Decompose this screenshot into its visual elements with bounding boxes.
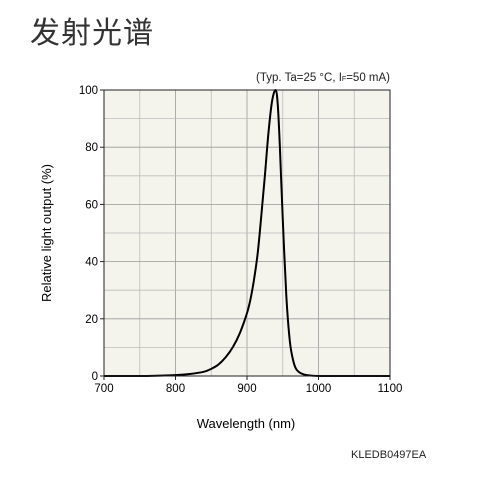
y-tick-label: 80 bbox=[85, 142, 98, 154]
x-tick-label: 800 bbox=[166, 383, 185, 395]
y-axis-ticks: 0 20 40 60 80 100 bbox=[79, 85, 104, 383]
grid-lines bbox=[104, 90, 390, 376]
conditions-suffix: =50 mA) bbox=[346, 72, 390, 84]
x-tick-label: 900 bbox=[237, 383, 256, 395]
y-tick-label: 40 bbox=[85, 257, 98, 269]
x-tick-label: 1000 bbox=[306, 383, 332, 395]
x-axis-ticks: 700 800 900 1000 1100 bbox=[94, 376, 402, 395]
conditions-subscript: F bbox=[341, 76, 347, 83]
y-tick-label: 60 bbox=[85, 199, 98, 211]
y-tick-label: 20 bbox=[85, 314, 98, 326]
page-title: 发射光谱 bbox=[30, 16, 154, 51]
x-tick-label: 700 bbox=[94, 383, 113, 395]
y-tick-label: 100 bbox=[79, 85, 98, 97]
x-tick-label: 1100 bbox=[378, 383, 403, 395]
emission-curve bbox=[104, 89, 390, 377]
x-axis-label: Wavelength (nm) bbox=[197, 416, 296, 431]
figure-code: KLEDB0497EA bbox=[351, 449, 427, 461]
y-axis-label: Relative light output (%) bbox=[39, 164, 54, 302]
y-tick-label: 0 bbox=[92, 371, 98, 383]
measurement-conditions: (Typ. Ta=25 °C, IF=50 mA) bbox=[256, 72, 390, 84]
conditions-prefix: (Typ. Ta=25 °C, I bbox=[256, 72, 342, 84]
